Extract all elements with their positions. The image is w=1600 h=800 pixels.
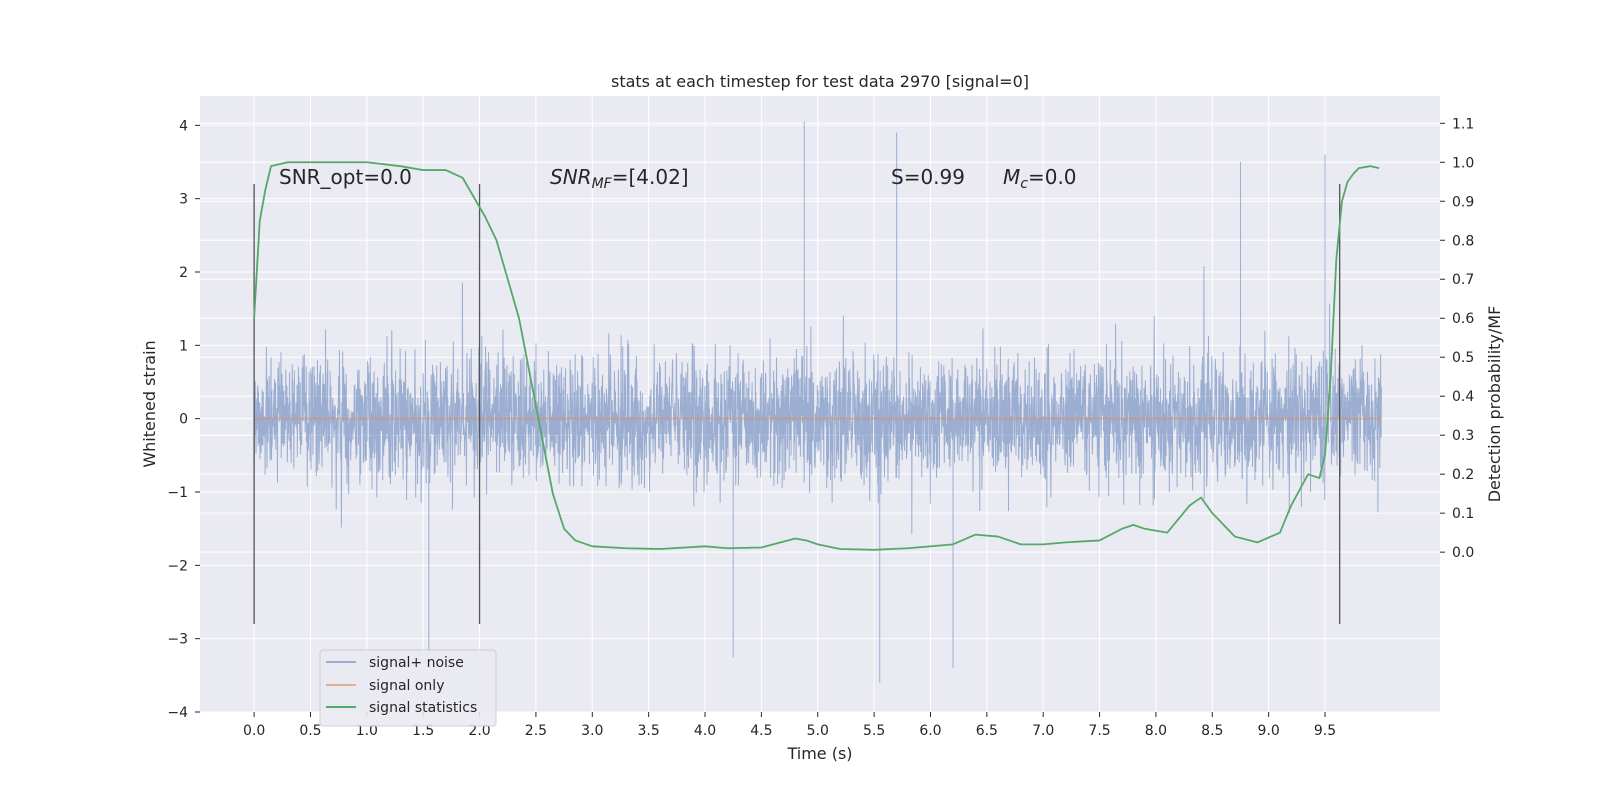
vertical-markers — [253, 184, 1341, 624]
y2-tick-label: 0.4 — [1452, 389, 1474, 405]
x-tick-label: 8.0 — [1145, 723, 1167, 739]
y-tick-label: 3 — [179, 192, 188, 208]
x-tick-label: 3.0 — [581, 723, 603, 739]
x-tick-label: 1.0 — [356, 723, 378, 739]
y2-tick-label: 0.2 — [1452, 467, 1474, 483]
annotation-snr-opt: SNR_opt=0.0 — [279, 165, 412, 189]
y2-axis-ticks: 1.1 1.0 0.9 0.8 0.7 0.6 0.5 0.4 0.3 0.2 0.1 0.0 — [1440, 116, 1474, 561]
y-tick-label: 2 — [179, 265, 188, 281]
y-tick-label: 0 — [179, 412, 188, 428]
y-tick-label: −1 — [167, 485, 188, 501]
x-tick-label: 2.5 — [525, 723, 547, 739]
y-axis-label: Whitened strain — [140, 340, 159, 467]
y-tick-label: 4 — [179, 118, 188, 134]
annotation-snr-mf: SNRMF=[4.02] — [550, 165, 689, 192]
x-tick-label: 5.0 — [807, 723, 829, 739]
x-tick-label: 0.0 — [243, 723, 265, 739]
x-tick-label: 7.0 — [1032, 723, 1054, 739]
y-tick-label: −4 — [167, 705, 188, 721]
legend: signal+ noise signal only signal statist… — [319, 649, 497, 727]
signal-noise-line — [253, 121, 1382, 683]
x-tick-label: 5.5 — [863, 723, 885, 739]
x-tick-label: 2.0 — [468, 723, 490, 739]
x-tick-label: 8.5 — [1201, 723, 1223, 739]
x-tick-label: 9.0 — [1258, 723, 1280, 739]
x-axis-label: Time (s) — [786, 744, 852, 763]
x-tick-label: 0.5 — [299, 723, 321, 739]
y-tick-label: −2 — [167, 558, 188, 574]
x-tick-label: 9.5 — [1314, 723, 1336, 739]
x-axis-ticks: 0.0 0.5 1.0 1.5 2.0 2.5 3.0 3.5 4.0 4.5 5.0 5.5 6.0 6… — [243, 712, 1336, 739]
legend-label-signal-statistics: signal statistics — [369, 700, 477, 716]
x-tick-label: 1.5 — [412, 723, 434, 739]
annotation-s: S=0.99 — [891, 165, 965, 189]
x-tick-label: 4.0 — [694, 723, 716, 739]
y2-tick-label: 0.0 — [1452, 545, 1474, 561]
legend-box — [319, 649, 497, 727]
x-tick-label: 6.0 — [919, 723, 941, 739]
signal-statistics-line — [253, 161, 1380, 551]
chart-title: stats at each timestep for test data 297… — [611, 72, 1029, 91]
x-tick-label: 3.5 — [638, 723, 660, 739]
annotation-mc: Mc=0.0 — [1003, 165, 1077, 192]
y2-tick-label: 0.6 — [1452, 311, 1474, 327]
series-signal-statistics — [253, 161, 1380, 551]
y-axis-ticks: 4 3 2 1 0 −1 −2 −3 −4 — [167, 118, 200, 721]
legend-label-signal-only: signal only — [369, 678, 444, 694]
y2-tick-label: 0.8 — [1452, 233, 1474, 249]
y2-tick-label: 0.7 — [1452, 272, 1474, 288]
x-tick-label: 4.5 — [750, 723, 772, 739]
y-tick-label: 1 — [179, 338, 188, 354]
y2-tick-label: 0.5 — [1452, 350, 1474, 366]
x-tick-label: 7.5 — [1088, 723, 1110, 739]
y2-tick-label: 0.9 — [1452, 194, 1474, 210]
x-tick-label: 6.5 — [976, 723, 998, 739]
y2-tick-label: 0.3 — [1452, 428, 1474, 444]
series-signal-noise — [253, 121, 1382, 683]
y2-axis-label: Detection probability/MF — [1485, 306, 1504, 503]
y2-tick-label: 1.1 — [1452, 116, 1474, 132]
y-tick-label: −3 — [167, 632, 188, 648]
y2-tick-label: 1.0 — [1452, 155, 1474, 171]
y2-tick-label: 0.1 — [1452, 506, 1474, 522]
legend-label-signal-noise: signal+ noise — [369, 655, 464, 671]
